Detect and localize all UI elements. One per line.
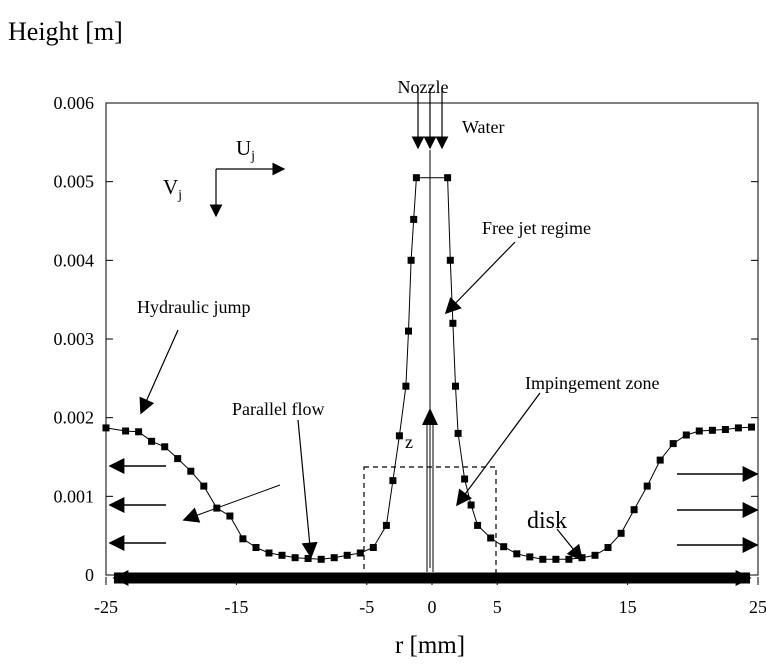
data-point [174, 455, 182, 463]
data-point [474, 521, 482, 529]
data-point [656, 456, 664, 464]
data-point [449, 319, 457, 327]
data-point [446, 256, 454, 264]
data-point [617, 529, 625, 537]
data-point [643, 482, 651, 490]
data-point [669, 440, 677, 448]
data-point [252, 544, 260, 551]
data-line [105, 177, 752, 560]
x-tick-label: 0 [428, 597, 437, 617]
impingement-pointer [456, 392, 541, 507]
data-point [591, 551, 599, 559]
data-point [500, 543, 508, 551]
x-tick-label: 15 [619, 597, 637, 617]
data-point [748, 423, 755, 431]
nozzle-label: Nozzle [398, 77, 449, 97]
free-jet-pointer [444, 241, 516, 315]
data-point [682, 431, 690, 439]
data-point [265, 549, 273, 557]
y-tick-label: 0.002 [54, 408, 95, 428]
data-point [461, 475, 469, 483]
data-point [102, 424, 110, 432]
data-point [565, 555, 573, 563]
data-point [291, 554, 299, 562]
data-point [552, 555, 560, 563]
data-point [444, 174, 452, 182]
impingement-label: Impingement zone [525, 373, 659, 393]
parallel-flow-label: Parallel flow [232, 399, 324, 419]
impingement-box [363, 466, 497, 576]
y-axis-title: Height [m] [8, 17, 123, 46]
data-point [708, 426, 716, 434]
hydraulic-jump-pointer [139, 329, 179, 415]
y-tick-label: 0.005 [54, 172, 95, 192]
data-point [604, 544, 612, 551]
water-label: Water [462, 117, 505, 137]
z-axis-arrowhead [422, 408, 438, 425]
data-point [389, 477, 397, 485]
data-point [317, 555, 325, 563]
x-tick-label: -5 [359, 597, 374, 617]
parallel-flow-pointer-2 [297, 419, 318, 559]
data-point [200, 482, 208, 490]
hydraulic-jump-label: Hydraulic jump [137, 297, 250, 317]
x-tick-label: 25 [749, 597, 766, 617]
data-point [412, 174, 420, 182]
y-tick-label: 0 [85, 565, 94, 585]
data-point [187, 467, 195, 475]
data-point [695, 427, 703, 435]
parallel-flow-pointer [182, 484, 281, 523]
data-point [405, 327, 412, 335]
data-point [487, 534, 495, 542]
data-point [539, 555, 547, 563]
vj-label: Vj [163, 175, 182, 203]
data-point [513, 550, 521, 558]
data-point [148, 437, 156, 445]
data-points [102, 174, 755, 563]
y-tick-label: 0.006 [54, 93, 95, 113]
data-point [278, 551, 286, 559]
data-point [526, 553, 534, 561]
data-point [452, 382, 459, 390]
data-point [369, 544, 377, 551]
data-point [356, 549, 364, 557]
data-point [395, 432, 403, 440]
disk-label: disk [527, 508, 567, 534]
data-point [630, 506, 638, 514]
z-label: z [405, 432, 413, 452]
data-point [382, 521, 390, 529]
data-point [467, 501, 475, 509]
x-axis-title: r [mm] [395, 632, 465, 659]
data-point [721, 426, 729, 433]
y-tick-label: 0.004 [54, 250, 95, 270]
y-tick-label: 0.001 [54, 486, 95, 506]
data-point [135, 428, 143, 436]
x-tick-label: -25 [94, 597, 118, 617]
data-point [407, 256, 415, 264]
ticks-layer: 0 0.001 0.002 0.003 0.004 0.005 0.006 -25 -15 -5 0… [54, 93, 766, 617]
data-point [161, 443, 169, 451]
x-tick-label: -15 [224, 597, 248, 617]
data-point [239, 535, 247, 543]
x-tick-label: 5 [493, 597, 502, 617]
uj-label: Uj [236, 136, 255, 164]
disk-pointer [556, 528, 584, 562]
data-point [410, 215, 418, 223]
data-point [343, 551, 351, 559]
y-tick-label: 0.003 [54, 329, 95, 349]
data-point [734, 424, 742, 432]
free-jet-label: Free jet regime [482, 218, 591, 238]
data-point [402, 382, 410, 390]
data-point [454, 429, 462, 437]
plot-frame [105, 102, 759, 576]
data-point [122, 427, 130, 435]
data-point [226, 512, 234, 520]
data-point [330, 554, 338, 562]
